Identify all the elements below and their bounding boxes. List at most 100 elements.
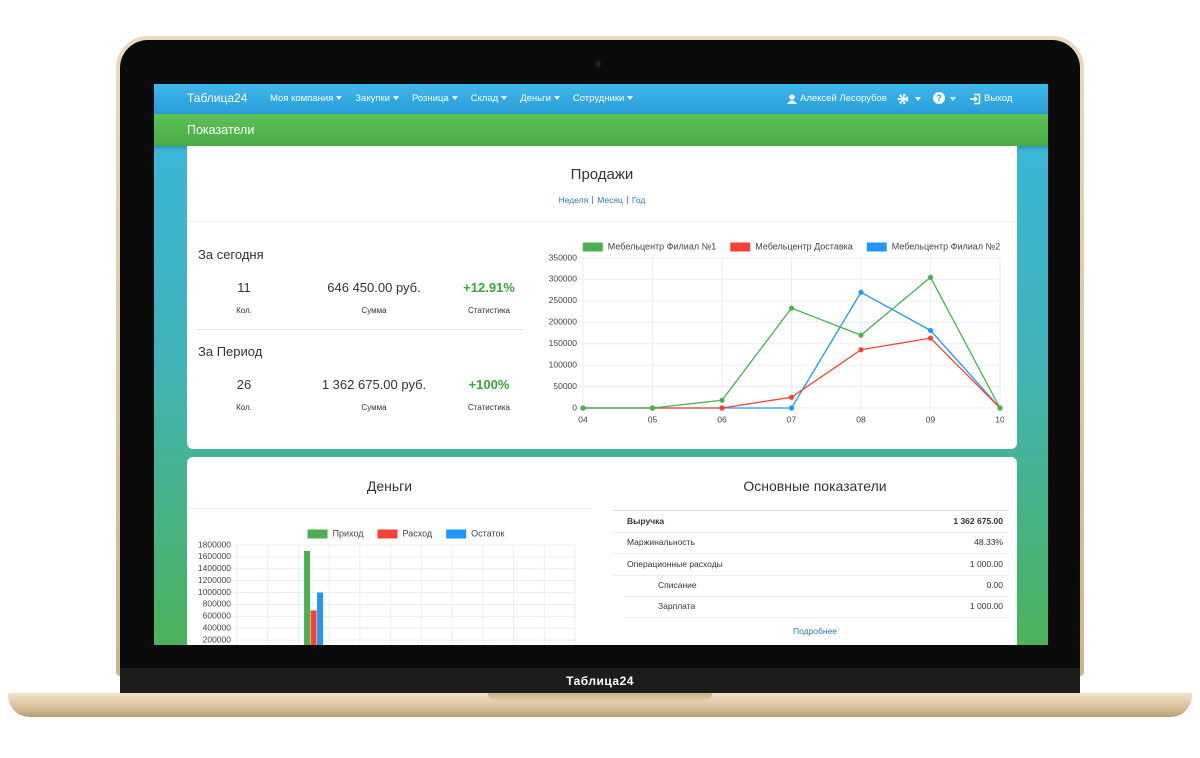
point bbox=[927, 327, 934, 334]
stat-value: 11 bbox=[237, 280, 251, 295]
row-label: Списание bbox=[658, 579, 697, 590]
row-label: Выручка bbox=[627, 516, 665, 526]
point bbox=[788, 305, 795, 311]
period-link[interactable]: Месяц bbox=[597, 195, 623, 205]
settings-caret bbox=[912, 91, 918, 107]
point bbox=[719, 397, 725, 403]
row-line bbox=[612, 532, 1008, 533]
period-link[interactable]: Неделя bbox=[558, 195, 589, 205]
y-tick-label: 1800000 bbox=[198, 539, 231, 549]
stat-label: Сумма bbox=[361, 306, 387, 315]
logout[interactable]: Выход bbox=[984, 93, 1013, 104]
row-line bbox=[624, 595, 1008, 597]
legend-swatch bbox=[446, 529, 467, 539]
section-heading: За Период bbox=[198, 344, 263, 359]
y-tick-label: 0 bbox=[572, 402, 577, 412]
help-icon[interactable]: ? bbox=[933, 92, 945, 104]
divider bbox=[197, 329, 523, 330]
navbar: Таблица24 Моя компания Закупки Розница Склад… bbox=[154, 84, 1048, 114]
legend: Мебельцентр Филиал №1 Мебельцентр Доставк… bbox=[582, 241, 1000, 252]
settings-icon[interactable] bbox=[897, 93, 909, 105]
x-tick-label: 08 bbox=[856, 414, 866, 424]
row-value: 0.00 bbox=[986, 579, 1003, 590]
legend-label: Остаток bbox=[471, 528, 504, 538]
row-value: 48.33% bbox=[974, 537, 1003, 548]
y-tick-label: 50000 bbox=[553, 381, 577, 391]
y-tick-label: 100000 bbox=[549, 359, 578, 369]
bar bbox=[304, 550, 311, 645]
camera bbox=[595, 61, 601, 67]
y-tick-label: 1400000 bbox=[198, 563, 231, 573]
x-tick-label: 09 bbox=[926, 414, 936, 424]
menu: Моя компания Закупки Розница Склад Деньги Сот… bbox=[270, 91, 633, 107]
point bbox=[858, 347, 864, 353]
x-tick-label: 10 bbox=[995, 414, 1004, 424]
card-title: Основные показатели bbox=[743, 478, 887, 494]
legend-swatch bbox=[377, 529, 398, 539]
menu-item[interactable]: Закупки bbox=[355, 91, 399, 107]
sales-card: Продажи Неделя Месяц Год За сегодня 11 Кол. 646… bbox=[187, 146, 1017, 449]
base-notch bbox=[488, 693, 712, 702]
more-link[interactable]: Подробнее bbox=[792, 626, 838, 636]
period-links: Неделя Месяц Год bbox=[187, 192, 1017, 208]
card-title: Деньги bbox=[366, 478, 413, 494]
row-label: Маржинальность bbox=[627, 537, 695, 548]
help-caret bbox=[947, 91, 953, 107]
row-value: 1 362 675.00 bbox=[953, 516, 1003, 526]
card-title: Продажи bbox=[570, 166, 634, 183]
separator bbox=[592, 196, 594, 204]
legend-label: Мебельцентр Филиал №1 bbox=[608, 241, 716, 251]
stat-label: Статистика bbox=[467, 403, 510, 412]
point bbox=[788, 394, 795, 400]
chart: 0 50000 100000 150000 200000 250000 300000 3500… bbox=[549, 241, 1004, 424]
logout-icon[interactable] bbox=[969, 93, 981, 105]
x-tick-label: 06 bbox=[717, 414, 727, 424]
y-tick-label: 150000 bbox=[549, 338, 578, 348]
stat-value: 1 362 675.00 руб. bbox=[321, 377, 427, 392]
menu-item[interactable]: Сотрудники bbox=[573, 91, 633, 107]
y-tick-label: 600000 bbox=[203, 611, 232, 621]
y-tick-label: 200000 bbox=[203, 634, 232, 644]
legend-label: Мебельцентр Доставка bbox=[755, 241, 853, 251]
row-value: 1 000.00 bbox=[969, 601, 1003, 612]
user-icon[interactable] bbox=[786, 93, 798, 105]
row-label: Операционные расходы bbox=[627, 558, 723, 569]
brand[interactable]: Таблица24 bbox=[187, 91, 248, 105]
bar bbox=[310, 610, 317, 645]
point bbox=[927, 274, 934, 280]
separator bbox=[626, 196, 628, 204]
row-label: Зарплата bbox=[658, 601, 696, 612]
stat-value: +100% bbox=[468, 377, 510, 392]
row-value: 1 000.00 bbox=[969, 558, 1003, 569]
row-line bbox=[624, 617, 1008, 619]
y-tick-label: 250000 bbox=[549, 295, 578, 305]
bar bbox=[317, 592, 324, 645]
stat-label: Сумма bbox=[361, 403, 387, 412]
row-line bbox=[612, 574, 1008, 576]
page-title: Показатели bbox=[187, 123, 255, 137]
y-tick-label: 1600000 bbox=[198, 551, 231, 561]
y-tick-label: 1000000 bbox=[198, 587, 231, 597]
point bbox=[997, 405, 1003, 411]
menu-item[interactable]: Розница bbox=[412, 91, 458, 107]
divider bbox=[187, 508, 592, 509]
y-tick-label: 800000 bbox=[203, 599, 232, 609]
page-bar bbox=[154, 114, 1048, 146]
stat-label: Кол. bbox=[236, 306, 252, 315]
y-tick-label: 200000 bbox=[549, 317, 578, 327]
menu-item[interactable]: Деньги bbox=[520, 91, 560, 107]
period-link[interactable]: Год bbox=[631, 195, 646, 205]
x-tick-label: 04 bbox=[578, 414, 588, 424]
menu-item[interactable]: Склад bbox=[471, 91, 508, 107]
point bbox=[927, 335, 934, 341]
user-name[interactable]: Алексей Лесорубов bbox=[800, 93, 887, 104]
menu-item[interactable]: Моя компания bbox=[270, 91, 342, 107]
stat-label: Статистика bbox=[467, 306, 510, 315]
point bbox=[788, 405, 795, 411]
stat-label: Кол. bbox=[236, 403, 252, 412]
legend-label: Мебельцентр Филиал №2 bbox=[892, 241, 1000, 251]
laptop-label: Таблица24 bbox=[566, 674, 634, 688]
point bbox=[858, 289, 864, 295]
y-tick-label: 300000 bbox=[549, 274, 578, 284]
